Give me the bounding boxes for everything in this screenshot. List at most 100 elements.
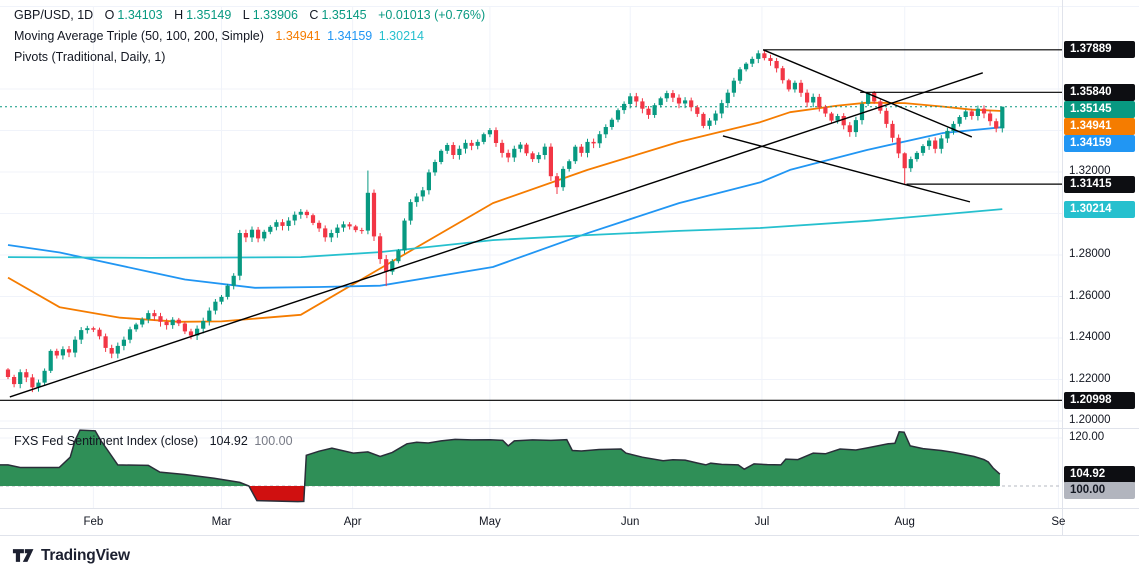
candle-body[interactable] xyxy=(97,329,102,337)
symbol-legend-row[interactable]: GBP/USD, 1D O 1.34103 H 1.35149 L 1.33906 C… xyxy=(14,8,488,22)
candle-body[interactable] xyxy=(725,92,730,104)
candle-body[interactable] xyxy=(237,233,242,276)
candle-body[interactable] xyxy=(420,190,425,197)
candle-body[interactable] xyxy=(121,339,126,346)
candle-body[interactable] xyxy=(866,92,871,104)
candle-body[interactable] xyxy=(884,110,889,124)
candle-body[interactable] xyxy=(689,100,694,108)
candle-body[interactable] xyxy=(622,103,627,111)
candle-body[interactable] xyxy=(683,100,688,104)
candle-body[interactable] xyxy=(512,148,517,158)
candle-body[interactable] xyxy=(42,370,47,383)
candle-body[interactable] xyxy=(146,313,151,320)
candle-body[interactable] xyxy=(79,330,84,340)
candle-body[interactable] xyxy=(1000,106,1005,129)
month-label-jun[interactable]: Jun xyxy=(620,516,640,528)
candle-body[interactable] xyxy=(750,58,755,64)
candle-body[interactable] xyxy=(823,107,828,114)
candle-body[interactable] xyxy=(500,142,505,153)
candle-body[interactable] xyxy=(292,214,297,221)
candle-body[interactable] xyxy=(872,92,877,102)
candle-body[interactable] xyxy=(719,103,724,114)
candle-body[interactable] xyxy=(115,345,120,354)
candle-body[interactable] xyxy=(195,328,200,336)
candle-body[interactable] xyxy=(347,224,352,227)
candle-body[interactable] xyxy=(359,230,364,232)
candle-body[interactable] xyxy=(304,211,309,216)
candle-body[interactable] xyxy=(85,328,90,331)
tradingview-watermark[interactable]: TradingView xyxy=(12,546,130,565)
candle-body[interactable] xyxy=(207,310,212,321)
candle-body[interactable] xyxy=(902,153,907,169)
candle-body[interactable] xyxy=(676,97,682,104)
candle-body[interactable] xyxy=(780,68,785,81)
candle-body[interactable] xyxy=(286,220,291,226)
candle-body[interactable] xyxy=(506,152,511,158)
candle-body[interactable] xyxy=(554,176,560,188)
candle-body[interactable] xyxy=(219,296,224,302)
candle-body[interactable] xyxy=(774,61,779,69)
candle-body[interactable] xyxy=(786,80,791,90)
candle-body[interactable] xyxy=(646,108,651,115)
candle-body[interactable] xyxy=(695,107,700,114)
candle-body[interactable] xyxy=(731,80,736,93)
candle-body[interactable] xyxy=(164,321,169,326)
pivots-indicator-title[interactable]: Pivots (Traditional, Daily, 1) xyxy=(14,50,166,64)
candle-body[interactable] xyxy=(707,120,712,126)
candle-body[interactable] xyxy=(878,101,883,111)
candle-body[interactable] xyxy=(24,372,29,378)
ma-line-sma50[interactable] xyxy=(7,101,1003,323)
candle-body[interactable] xyxy=(280,222,285,226)
candle-body[interactable] xyxy=(335,227,340,233)
month-label-se[interactable]: Se xyxy=(1051,516,1066,528)
candle-body[interactable] xyxy=(701,113,706,126)
pivots-legend-row[interactable]: Pivots (Traditional, Daily, 1) xyxy=(14,50,168,64)
month-label-feb[interactable]: Feb xyxy=(83,516,104,528)
candle-body[interactable] xyxy=(256,229,261,239)
ma-line-sma100[interactable] xyxy=(7,126,1003,289)
candle-body[interactable] xyxy=(231,275,236,286)
candle-body[interactable] xyxy=(841,116,846,126)
candle-body[interactable] xyxy=(927,140,932,147)
candle-body[interactable] xyxy=(847,125,852,133)
candle-body[interactable] xyxy=(426,172,431,191)
candle-body[interactable] xyxy=(945,130,950,139)
candle-body[interactable] xyxy=(762,53,767,59)
candle-body[interactable] xyxy=(487,130,492,135)
candle-body[interactable] xyxy=(652,105,657,115)
candle-body[interactable] xyxy=(493,130,499,143)
candle-body[interactable] xyxy=(213,301,218,311)
month-label-apr[interactable]: Apr xyxy=(343,516,362,528)
month-label-aug[interactable]: Aug xyxy=(894,516,915,528)
candle-body[interactable] xyxy=(414,196,419,203)
candle-body[interactable] xyxy=(524,144,529,154)
candle-body[interactable] xyxy=(542,146,547,155)
candle-body[interactable] xyxy=(66,349,72,353)
candle-body[interactable] xyxy=(5,369,11,378)
candle-body[interactable] xyxy=(201,321,206,329)
candle-body[interactable] xyxy=(158,316,163,322)
candle-body[interactable] xyxy=(981,108,987,114)
candle-body[interactable] xyxy=(451,145,456,155)
candle-body[interactable] xyxy=(36,382,41,388)
candle-body[interactable] xyxy=(817,96,822,108)
candle-body[interactable] xyxy=(249,229,255,238)
candle-body[interactable] xyxy=(969,111,974,116)
candle-body[interactable] xyxy=(768,58,773,61)
trendline-ascending-support[interactable] xyxy=(9,72,984,398)
candle-body[interactable] xyxy=(573,146,578,162)
candle-body[interactable] xyxy=(268,226,273,232)
candle-body[interactable] xyxy=(457,148,462,155)
symbol-title[interactable]: GBP/USD, 1D xyxy=(14,8,94,22)
candle-body[interactable] xyxy=(805,92,810,103)
candle-body[interactable] xyxy=(225,285,230,297)
candle-body[interactable] xyxy=(603,127,608,135)
candle-body[interactable] xyxy=(890,123,895,138)
candle-body[interactable] xyxy=(127,329,133,340)
candle-body[interactable] xyxy=(91,328,96,330)
candle-body[interactable] xyxy=(609,119,614,127)
candle-body[interactable] xyxy=(957,117,962,124)
candle-body[interactable] xyxy=(170,319,175,326)
candle-body[interactable] xyxy=(597,134,602,144)
candle-body[interactable] xyxy=(951,123,956,131)
